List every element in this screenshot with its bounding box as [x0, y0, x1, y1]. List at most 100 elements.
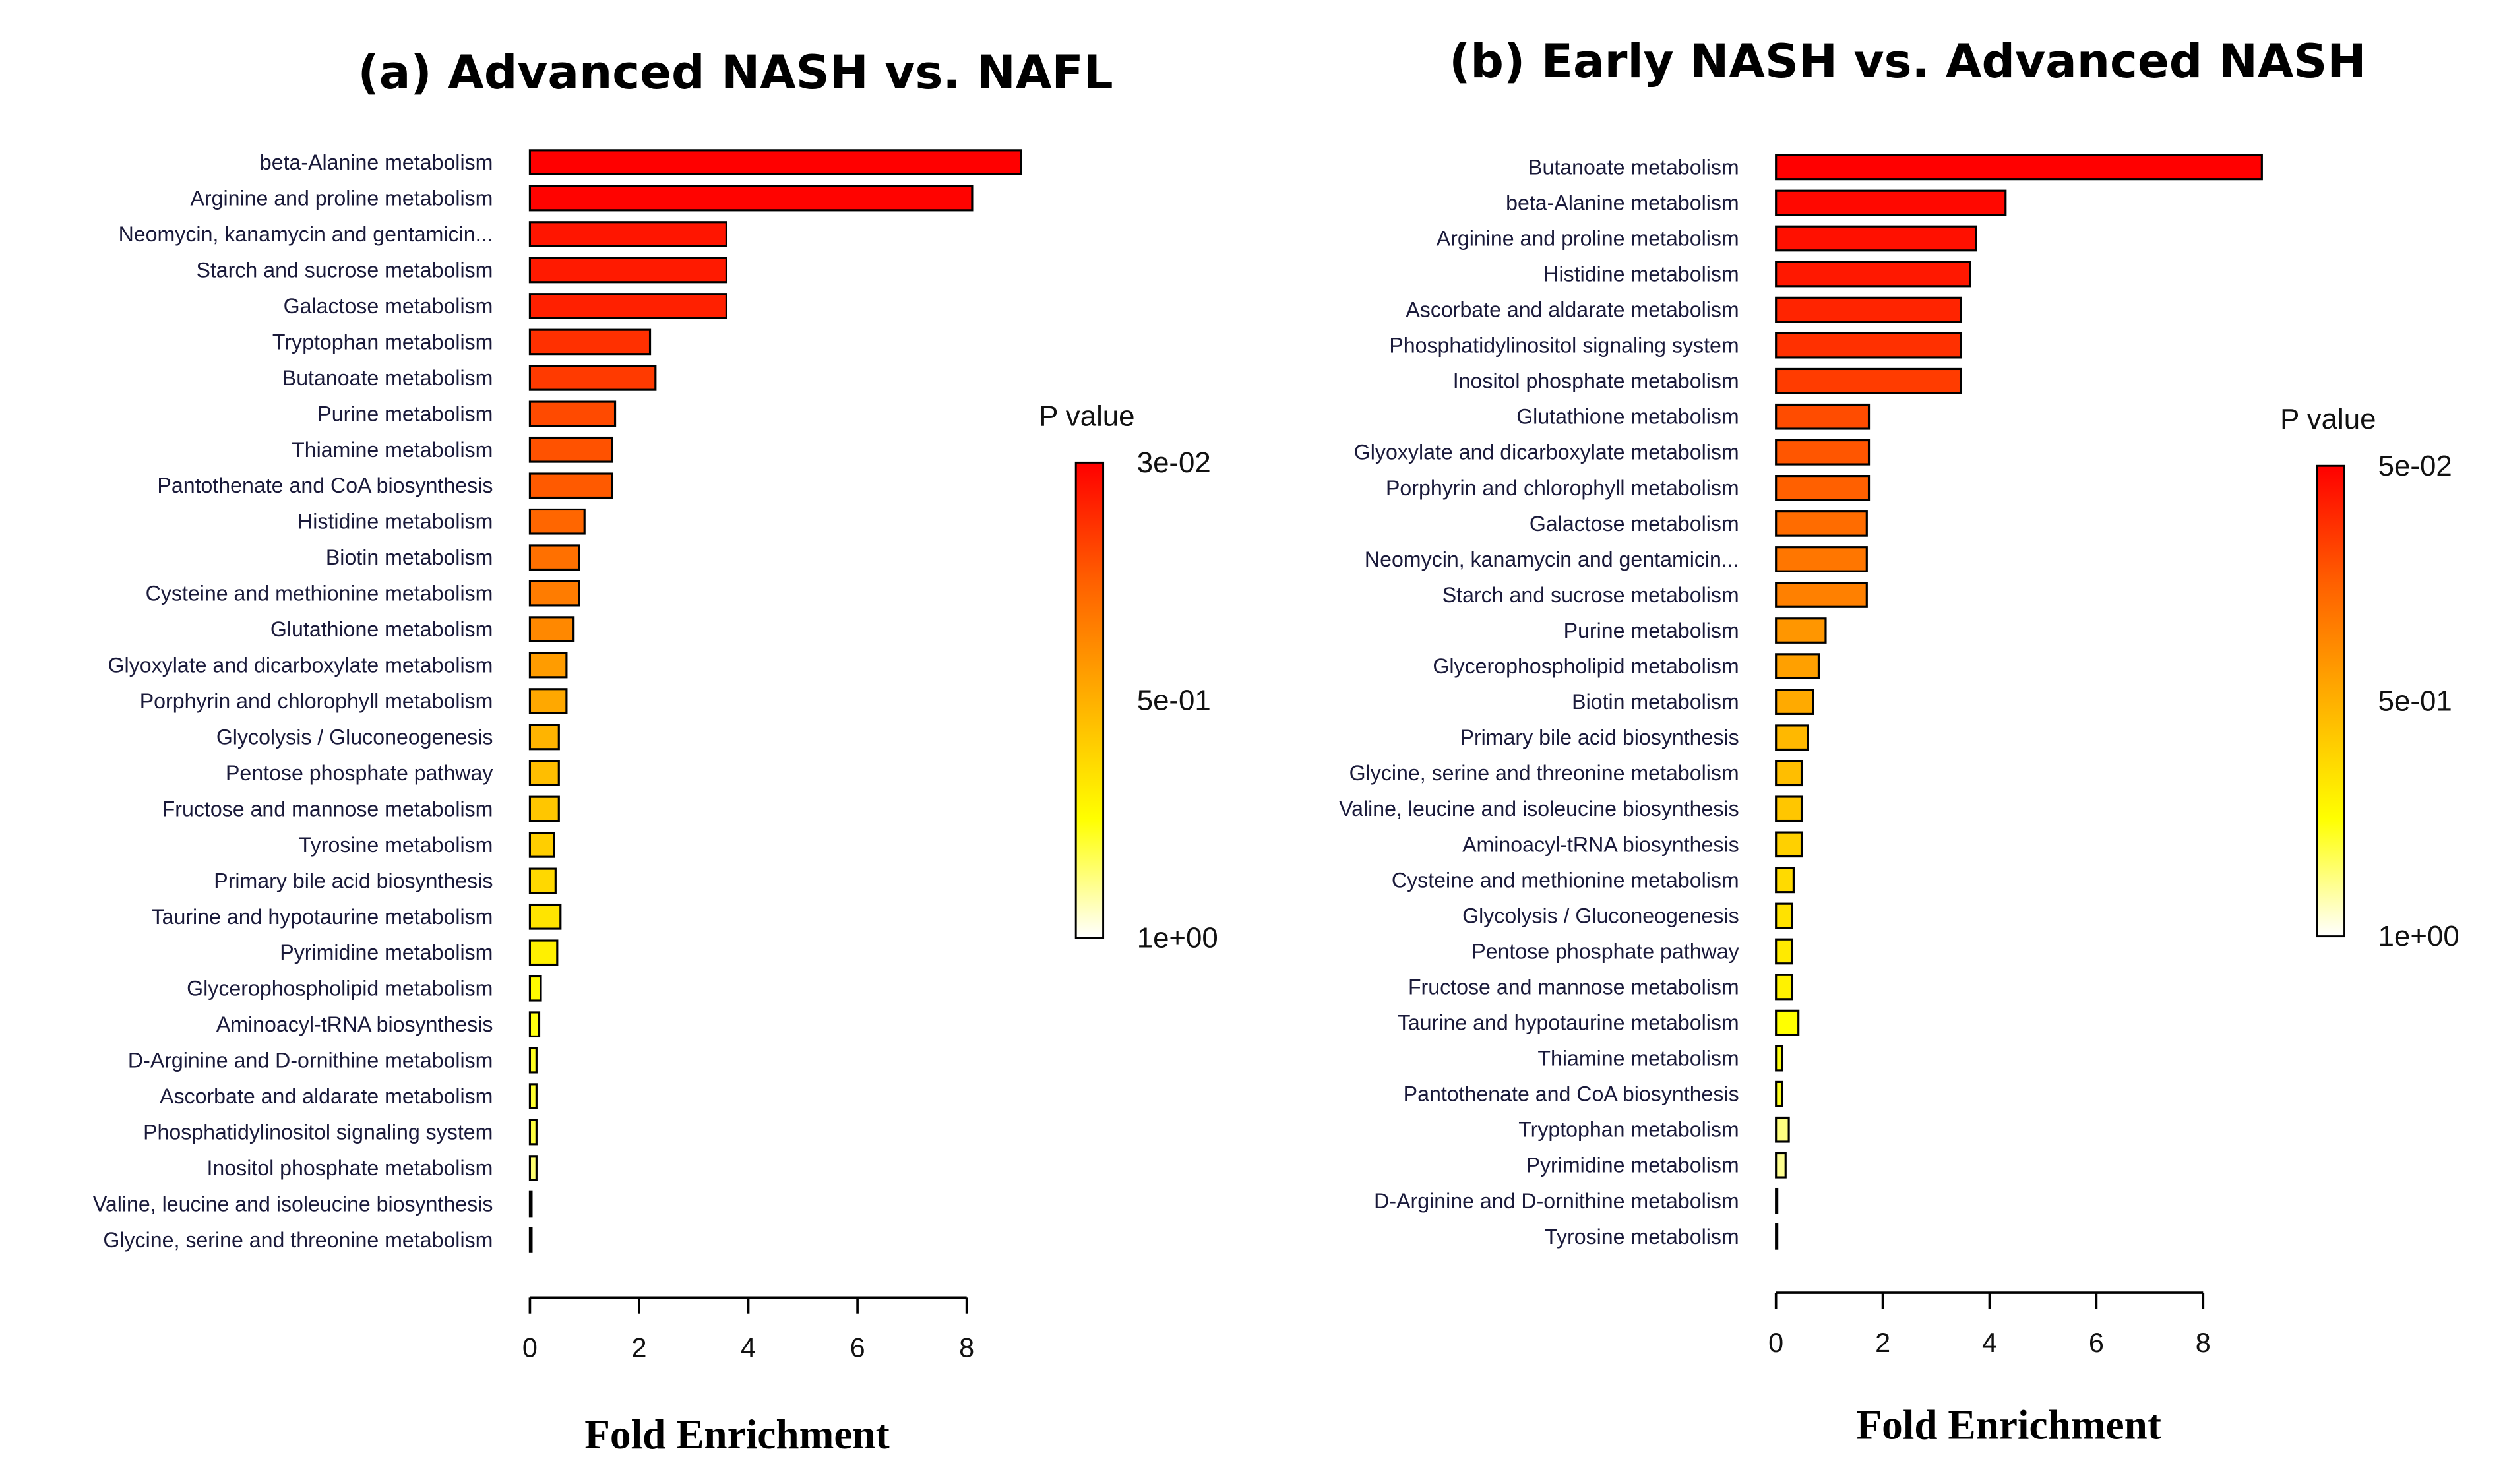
x-tick-label: 0	[1768, 1328, 1783, 1358]
bar	[1775, 1152, 1787, 1179]
bar	[528, 1011, 541, 1038]
category-label: Pentose phosphate pathway	[1471, 939, 1739, 963]
legend-label: 5e-01	[1137, 684, 1211, 716]
bar	[528, 221, 728, 247]
category-label: Aminoacyl-tRNA biosynthesis	[216, 1012, 493, 1036]
category-label: Glycerophospholipid metabolism	[187, 977, 493, 1001]
category-label: Cysteine and methionine metabolism	[1392, 868, 1739, 892]
category-label: Starch and sucrose metabolism	[196, 258, 493, 282]
category-label: Biotin metabolism	[326, 545, 493, 569]
category-label: Starch and sucrose metabolism	[1442, 583, 1739, 607]
bar	[1775, 189, 2007, 216]
category-label: D-Arginine and D-ornithine metabolism	[1374, 1189, 1739, 1213]
bar	[1775, 546, 1868, 572]
bar	[1775, 261, 1971, 288]
bar	[1775, 403, 1871, 430]
x-tick-label: 2	[631, 1332, 646, 1363]
category-label: Valine, leucine and isoleucine biosynthe…	[1339, 797, 1739, 820]
category-label: Galactose metabolism	[1530, 512, 1739, 536]
bar	[1775, 1045, 1783, 1072]
category-label: Glycolysis / Gluconeogenesis	[1462, 904, 1739, 927]
bar	[1775, 1116, 1790, 1143]
bar	[528, 688, 568, 714]
category-label: beta-Alanine metabolism	[260, 150, 493, 174]
bar	[1775, 760, 1803, 787]
category-label: Tryptophan metabolism	[1518, 1118, 1739, 1142]
bar	[1775, 332, 1962, 359]
bar	[528, 652, 568, 679]
category-label: Inositol phosphate metabolism	[206, 1156, 493, 1180]
bar	[528, 328, 652, 356]
category-label: Pantothenate and CoA biosynthesis	[1404, 1082, 1739, 1106]
x-tick-label: 8	[959, 1332, 974, 1363]
legend-colorbar	[1074, 461, 1105, 939]
bar	[528, 293, 728, 319]
legend-title: P value	[2280, 403, 2376, 435]
legend-title: P value	[1039, 400, 1134, 432]
chart-title: (b) Early NASH vs. Advanced NASH	[1449, 34, 2366, 88]
category-label: Ascorbate and aldarate metabolism	[160, 1084, 493, 1108]
x-axis-label: Fold Enrichment	[584, 1411, 889, 1458]
bar	[528, 149, 1022, 175]
bar	[528, 580, 580, 607]
category-label: Primary bile acid biosynthesis	[1460, 726, 1739, 749]
bar	[1775, 225, 1977, 252]
bar	[1775, 867, 1795, 894]
bar	[528, 1190, 533, 1218]
bar	[528, 1227, 533, 1253]
category-label: Glycolysis / Gluconeogenesis	[216, 725, 493, 749]
x-axis-label: Fold Enrichment	[1856, 1402, 2161, 1448]
category-label: Purine metabolism	[317, 402, 493, 425]
category-label: Inositol phosphate metabolism	[1453, 369, 1739, 393]
bar	[528, 867, 557, 894]
bar	[528, 472, 613, 499]
category-label: Butanoate metabolism	[282, 366, 493, 390]
bar	[1775, 724, 1809, 751]
category-label: Aminoacyl-tRNA biosynthesis	[1462, 832, 1739, 856]
category-label: Butanoate metabolism	[1528, 155, 1739, 179]
bar	[1775, 1187, 1779, 1214]
category-label: Taurine and hypotaurine metabolism	[1398, 1011, 1739, 1035]
legend-label: 1e+00	[1137, 922, 1218, 954]
bar	[1775, 582, 1868, 608]
category-label: Pentose phosphate pathway	[226, 761, 493, 785]
bar	[528, 365, 657, 391]
bar	[528, 795, 560, 822]
bar	[528, 1047, 538, 1074]
bar	[1775, 439, 1871, 466]
category-label: Pantothenate and CoA biosynthesis	[157, 474, 493, 497]
bar	[528, 832, 555, 858]
category-label: Glutathione metabolism	[1516, 405, 1739, 429]
category-label: Cysteine and methionine metabolism	[146, 582, 493, 605]
category-label: Porphyrin and chlorophyll metabolism	[140, 689, 493, 713]
legend-label: 5e-01	[2378, 685, 2452, 718]
category-label: Ascorbate and aldarate metabolism	[1406, 298, 1739, 322]
bar	[528, 436, 613, 463]
bar	[1775, 795, 1803, 822]
bar	[1775, 475, 1871, 501]
x-tick-label: 6	[850, 1332, 865, 1363]
category-label: Pyrimidine metabolism	[1526, 1154, 1739, 1177]
bar	[1775, 1223, 1779, 1250]
category-label: Valine, leucine and isoleucine biosynthe…	[93, 1192, 493, 1216]
category-label: Glycine, serine and threonine metabolism	[1349, 761, 1739, 785]
chart-title: (a) Advanced NASH vs. NAFL	[357, 45, 1113, 100]
category-label: Phosphatidylinositol signaling system	[143, 1121, 493, 1144]
x-tick-label: 2	[1875, 1328, 1890, 1358]
bar	[1775, 653, 1820, 679]
category-label: Thiamine metabolism	[292, 438, 493, 462]
bar	[1775, 1080, 1783, 1107]
category-label: Primary bile acid biosynthesis	[214, 869, 493, 892]
bar	[1775, 689, 1814, 715]
bar	[528, 185, 974, 212]
category-label: Neomycin, kanamycin and gentamicin...	[1365, 547, 1739, 571]
category-label: Thiamine metabolism	[1537, 1047, 1739, 1070]
category-label: Glycerophospholipid metabolism	[1433, 654, 1739, 678]
category-label: Arginine and proline metabolism	[190, 187, 493, 210]
bar	[1775, 617, 1827, 644]
category-label: D-Arginine and D-ornithine metabolism	[128, 1049, 493, 1072]
legend-label: 3e-02	[1137, 447, 1211, 479]
legend-label: 1e+00	[2378, 920, 2459, 952]
bar	[528, 760, 560, 786]
